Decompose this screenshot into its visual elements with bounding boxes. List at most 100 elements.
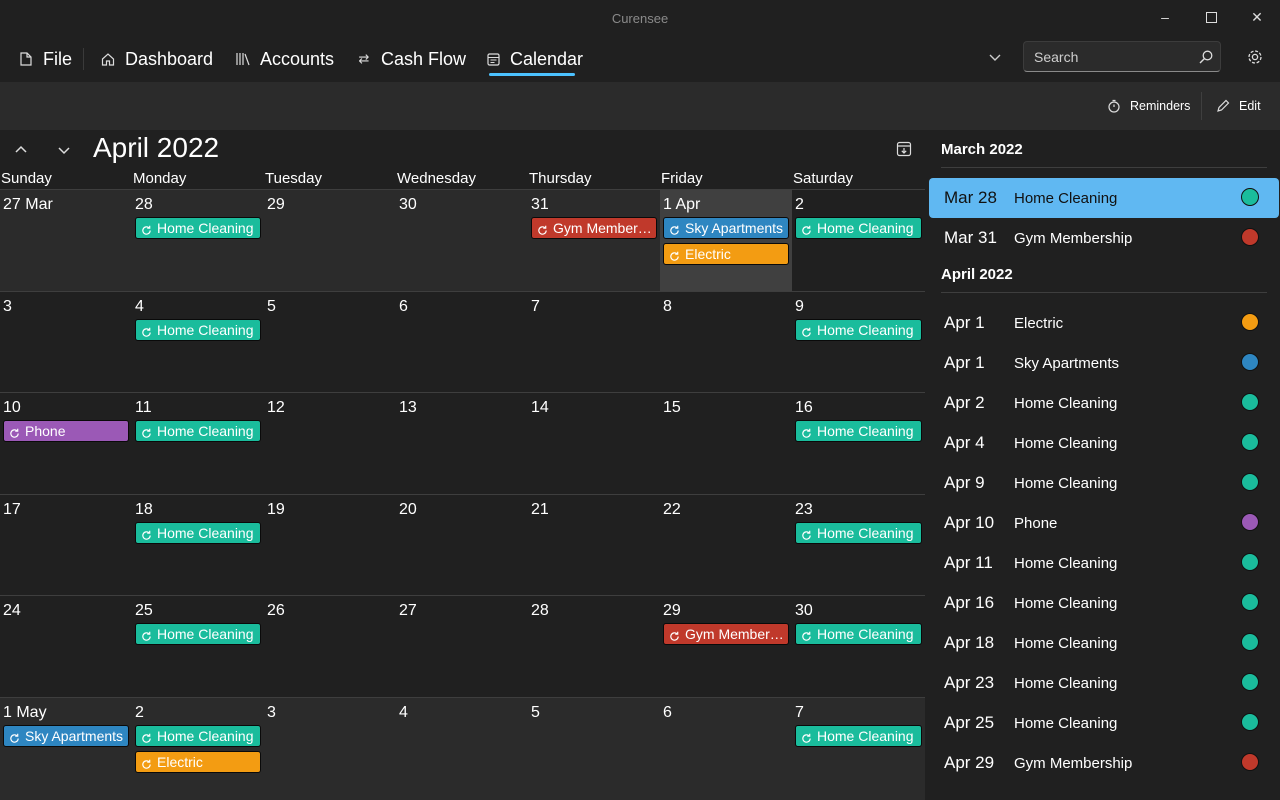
day-number: 6 xyxy=(663,704,672,721)
day-cell[interactable]: 1 May Sky Apartments xyxy=(0,698,132,800)
nav-calendar[interactable]: Calendar xyxy=(485,44,583,74)
day-cell[interactable]: 17 xyxy=(0,495,132,595)
day-cell[interactable]: 21 xyxy=(528,495,660,595)
event-chip[interactable]: Home Cleaning xyxy=(135,217,261,239)
agenda-item[interactable]: Apr 1 Electric xyxy=(929,303,1279,343)
day-cell[interactable]: 3 xyxy=(264,698,396,800)
go-to-today-button[interactable] xyxy=(896,141,912,157)
day-cell[interactable]: 24 xyxy=(0,596,132,697)
nav-accounts[interactable]: Accounts xyxy=(235,44,334,74)
agenda-item[interactable]: Apr 4 Home Cleaning xyxy=(929,423,1279,463)
reminders-button[interactable]: Reminders xyxy=(1107,96,1190,116)
agenda-item[interactable]: Apr 29 Gym Membership xyxy=(929,743,1279,783)
day-cell[interactable]: 10 Phone xyxy=(0,393,132,494)
day-cell[interactable]: 16 Home Cleaning xyxy=(792,393,925,494)
event-chip[interactable]: Gym Members... xyxy=(531,217,657,239)
maximize-button[interactable] xyxy=(1188,0,1234,34)
event-chip[interactable]: Sky Apartments xyxy=(663,217,789,239)
nav-dashboard-label: Dashboard xyxy=(125,48,214,69)
nav-dashboard[interactable]: Dashboard xyxy=(100,44,213,74)
day-cell[interactable]: 13 xyxy=(396,393,528,494)
event-chip[interactable]: Home Cleaning xyxy=(795,725,922,747)
command-bar: Reminders Edit xyxy=(0,82,1280,130)
event-chip[interactable]: Home Cleaning xyxy=(135,623,261,645)
day-cell[interactable]: 2 Home Cleaning xyxy=(792,190,925,291)
event-chip[interactable]: Phone xyxy=(3,420,129,442)
day-cell[interactable]: 1 Apr Sky Apartments Electric xyxy=(660,190,792,291)
day-cell[interactable]: 27 xyxy=(396,596,528,697)
day-cell[interactable]: 15 xyxy=(660,393,792,494)
day-cell[interactable]: 11 Home Cleaning xyxy=(132,393,264,494)
day-cell[interactable]: 4 xyxy=(396,698,528,800)
agenda-group-header: March 2022 xyxy=(941,141,1023,158)
event-chip[interactable]: Sky Apartments xyxy=(3,725,129,747)
agenda-item[interactable]: Apr 10 Phone xyxy=(929,503,1279,543)
day-cell[interactable]: 3 xyxy=(0,292,132,392)
day-cell[interactable]: 23 Home Cleaning xyxy=(792,495,925,595)
day-cell[interactable]: 12 xyxy=(264,393,396,494)
agenda-item[interactable]: Apr 2 Home Cleaning xyxy=(929,383,1279,423)
agenda-item[interactable]: Apr 25 Home Cleaning xyxy=(929,703,1279,743)
day-cell[interactable]: 30 xyxy=(396,190,528,291)
nav-cash-flow[interactable]: ⇄ Cash Flow xyxy=(356,44,466,74)
day-cell[interactable]: 27 Mar xyxy=(0,190,132,291)
day-number: 3 xyxy=(267,704,276,721)
day-cell[interactable]: 30 Home Cleaning xyxy=(792,596,925,697)
chevron-down-icon[interactable] xyxy=(985,47,1005,67)
event-chip[interactable]: Home Cleaning xyxy=(135,319,261,341)
event-chip[interactable]: Home Cleaning xyxy=(135,522,261,544)
day-cell[interactable]: 28 xyxy=(528,596,660,697)
day-cell[interactable]: 8 xyxy=(660,292,792,392)
next-month-button[interactable] xyxy=(54,140,74,160)
event-chip[interactable]: Electric xyxy=(663,243,789,265)
day-cell[interactable]: 20 xyxy=(396,495,528,595)
day-cell[interactable]: 25 Home Cleaning xyxy=(132,596,264,697)
previous-month-button[interactable] xyxy=(11,140,31,160)
nav-file[interactable]: File xyxy=(18,44,72,74)
day-cell[interactable]: 7 xyxy=(528,292,660,392)
agenda-item[interactable]: Apr 16 Home Cleaning xyxy=(929,583,1279,623)
agenda-item[interactable]: Apr 9 Home Cleaning xyxy=(929,463,1279,503)
search-icon[interactable] xyxy=(1198,49,1214,65)
agenda-item[interactable]: Mar 28 Home Cleaning xyxy=(929,178,1279,218)
day-cell[interactable]: 5 xyxy=(264,292,396,392)
agenda-item[interactable]: Apr 1 Sky Apartments xyxy=(929,343,1279,383)
event-chip[interactable]: Home Cleaning xyxy=(795,420,922,442)
event-chip[interactable]: Home Cleaning xyxy=(795,623,922,645)
event-chip[interactable]: Gym Members... xyxy=(663,623,789,645)
event-chip[interactable]: Electric xyxy=(135,751,261,773)
day-cell[interactable]: 2 Home Cleaning Electric xyxy=(132,698,264,800)
minimize-button[interactable]: – xyxy=(1142,0,1188,34)
day-cell[interactable]: 22 xyxy=(660,495,792,595)
event-chip[interactable]: Home Cleaning xyxy=(795,217,922,239)
agenda-item[interactable]: Apr 18 Home Cleaning xyxy=(929,623,1279,663)
agenda-item[interactable]: Apr 23 Home Cleaning xyxy=(929,663,1279,703)
event-chip[interactable]: Home Cleaning xyxy=(795,319,922,341)
edit-button[interactable]: Edit xyxy=(1216,96,1261,116)
day-cell[interactable]: 6 xyxy=(660,698,792,800)
day-cell[interactable]: 14 xyxy=(528,393,660,494)
day-cell[interactable]: 5 xyxy=(528,698,660,800)
day-number: 1 May xyxy=(3,704,47,721)
agenda-item[interactable]: Mar 31 Gym Membership xyxy=(929,218,1279,258)
day-cell[interactable]: 18 Home Cleaning xyxy=(132,495,264,595)
agenda-item-date: Apr 25 xyxy=(944,713,995,732)
day-cell[interactable]: 4 Home Cleaning xyxy=(132,292,264,392)
day-cell[interactable]: 28 Home Cleaning xyxy=(132,190,264,291)
event-chip[interactable]: Home Cleaning xyxy=(135,725,261,747)
day-cell[interactable]: 31 Gym Members... xyxy=(528,190,660,291)
day-cell[interactable]: 19 xyxy=(264,495,396,595)
day-cell[interactable]: 29 Gym Members... xyxy=(660,596,792,697)
day-cell[interactable]: 26 xyxy=(264,596,396,697)
search-input[interactable] xyxy=(1034,47,1184,67)
event-chip[interactable]: Home Cleaning xyxy=(135,420,261,442)
agenda-item[interactable]: Apr 11 Home Cleaning xyxy=(929,543,1279,583)
gear-icon[interactable] xyxy=(1246,48,1264,66)
day-cell[interactable]: 7 Home Cleaning xyxy=(792,698,925,800)
day-cell[interactable]: 29 xyxy=(264,190,396,291)
chevron-down-icon xyxy=(58,147,70,155)
day-cell[interactable]: 6 xyxy=(396,292,528,392)
day-cell[interactable]: 9 Home Cleaning xyxy=(792,292,925,392)
event-chip[interactable]: Home Cleaning xyxy=(795,522,922,544)
close-button[interactable]: ✕ xyxy=(1234,0,1280,34)
